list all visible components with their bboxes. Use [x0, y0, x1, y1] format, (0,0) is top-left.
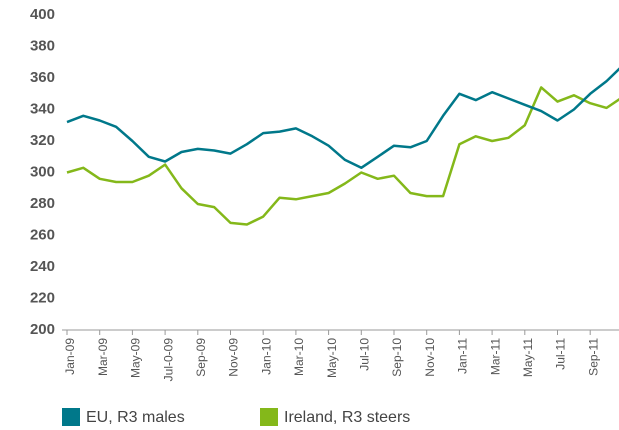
x-tick-label: Mar-10 — [292, 338, 306, 376]
x-tick-label: Jul-11 — [554, 338, 568, 370]
x-tick-label: Jan-10 — [259, 338, 273, 375]
x-tick-label: Jan-11 — [456, 338, 470, 374]
x-tick-label: Nov-10 — [423, 338, 437, 377]
legend-label: EU, R3 males — [86, 409, 185, 426]
x-tick-label: Jan-09 — [63, 338, 77, 375]
legend-label: Ireland, R3 steers — [284, 409, 410, 426]
x-tick-label: Jul-0-09 — [161, 338, 175, 382]
y-tick-label: 400 — [30, 6, 55, 23]
x-tick-label: Mar-09 — [96, 338, 110, 376]
line-series — [66, 67, 619, 170]
y-tick-label: 220 — [30, 289, 55, 306]
y-tick-label: 340 — [30, 100, 55, 117]
x-tick-label: Jul-10 — [357, 338, 371, 371]
x-tick-label: Nov-09 — [227, 338, 241, 377]
legend-swatch — [260, 408, 278, 426]
legend-swatch — [62, 408, 80, 426]
x-tick-label: Mar-11 — [488, 338, 502, 375]
x-tick-label: May-11 — [521, 338, 535, 377]
y-tick-label: 360 — [30, 69, 55, 86]
x-tick-label: Sep-09 — [194, 338, 208, 377]
y-tick-label: 300 — [30, 163, 55, 180]
y-tick-label: 320 — [30, 132, 55, 149]
x-tick-label: May-10 — [325, 338, 339, 378]
y-tick-label: 380 — [30, 37, 55, 54]
y-tick-label: 200 — [30, 321, 55, 338]
line-series — [66, 86, 619, 226]
x-tick-label: Sep-10 — [390, 338, 404, 377]
y-tick-label: 240 — [30, 258, 55, 275]
x-tick-label: May-09 — [129, 338, 143, 378]
y-tick-label: 280 — [30, 195, 55, 212]
x-tick-label: Sep-11 — [586, 338, 600, 376]
y-tick-label: 260 — [30, 226, 55, 243]
